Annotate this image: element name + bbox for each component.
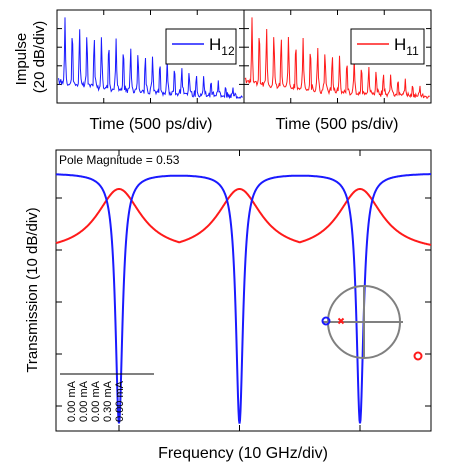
current-label-4: 0.30 mA bbox=[102, 380, 114, 422]
impulse-h11-ticks bbox=[244, 10, 431, 103]
legend-h12: H12 bbox=[165, 28, 237, 65]
current-readouts: 0.00 mA 0.00 mA 0.00 mA 0.30 mA 0.00 mA bbox=[60, 373, 154, 422]
h12-transmission-trace bbox=[55, 173, 431, 424]
h11-impulse-trace bbox=[244, 17, 430, 99]
transmission-ticks bbox=[56, 150, 431, 431]
impulse-h11-x-axis-label: Time (500 ps/div) bbox=[276, 116, 399, 133]
legend-h11-label: H11 bbox=[394, 35, 419, 58]
impulse-panel-h11: H11 Time (500 ps/div) bbox=[243, 9, 432, 133]
current-label-2: 0.00 mA bbox=[78, 380, 90, 422]
zero-marker bbox=[321, 316, 331, 326]
pole-zero-inset bbox=[321, 285, 423, 361]
current-label-5: 0.00 mA bbox=[114, 380, 126, 422]
transmission-y-axis-label: Transmission (10 dB/div) bbox=[24, 207, 41, 372]
impulse-y-axis-label: Impulse (20 dB/div) bbox=[13, 21, 48, 94]
transmission-frame bbox=[55, 149, 432, 432]
legend-h12-box bbox=[165, 28, 237, 65]
legend-h12-label: H12 bbox=[209, 35, 235, 58]
outer-pole-marker bbox=[413, 351, 423, 361]
current-label-1: 0.00 mA bbox=[66, 380, 78, 422]
h11-transmission-trace bbox=[55, 188, 432, 246]
h12-impulse-trace bbox=[58, 17, 243, 100]
pole-marker bbox=[337, 317, 345, 325]
pole-magnitude-annotation: Pole Magnitude = 0.53 bbox=[59, 153, 180, 167]
impulse-panel-h12: H12 Impulse (20 dB/div) Time (500 ps/div… bbox=[13, 9, 245, 133]
current-label-3: 0.00 mA bbox=[90, 380, 102, 422]
legend-h11: H11 bbox=[350, 28, 425, 65]
transmission-panel: Pole Magnitude = 0.53 Transmission (10 d… bbox=[24, 149, 432, 462]
legend-h11-box bbox=[350, 28, 425, 65]
impulse-h12-x-axis-label: Time (500 ps/div) bbox=[90, 116, 213, 133]
transmission-x-axis-label: Frequency (10 GHz/div) bbox=[158, 445, 328, 462]
